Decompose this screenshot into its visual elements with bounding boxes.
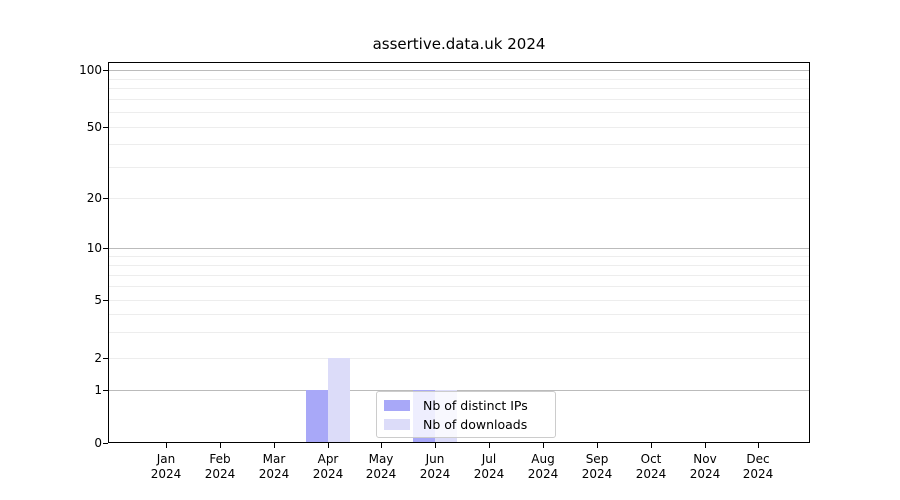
gridline-minor-80 bbox=[109, 88, 809, 89]
y-tick-label-2: 2 bbox=[94, 351, 102, 365]
x-tick-label-mar: Mar 2024 bbox=[244, 452, 304, 482]
x-tick-year-mar: 2024 bbox=[258, 467, 290, 481]
x-tick-label-oct: Oct 2024 bbox=[621, 452, 681, 482]
x-tick-jan bbox=[166, 443, 167, 448]
x-tick-label-jan: Jan 2024 bbox=[136, 452, 196, 482]
y-tick-20 bbox=[103, 198, 108, 199]
y-tick-label-100: 100 bbox=[79, 63, 102, 77]
x-tick-feb bbox=[220, 443, 221, 448]
gridline-y-1 bbox=[109, 390, 809, 391]
x-tick-month-feb: Feb bbox=[209, 452, 231, 466]
y-tick-label-1: 1 bbox=[94, 383, 102, 397]
gridline-minor-70 bbox=[109, 99, 809, 100]
x-tick-month-may: May bbox=[368, 452, 394, 466]
gridline-y-100 bbox=[109, 70, 809, 71]
x-tick-year-nov: 2024 bbox=[689, 467, 721, 481]
x-tick-year-jan: 2024 bbox=[150, 467, 182, 481]
x-tick-year-may: 2024 bbox=[365, 467, 397, 481]
x-tick-sep bbox=[597, 443, 598, 448]
y-tick-2 bbox=[103, 358, 108, 359]
x-tick-nov bbox=[705, 443, 706, 448]
legend-label-distinct-ips: Nb of distinct IPs bbox=[423, 397, 528, 413]
x-tick-month-aug: Aug bbox=[531, 452, 555, 466]
gridline-y-2 bbox=[109, 358, 809, 359]
legend-row-downloads: Nb of downloads bbox=[384, 416, 545, 432]
x-tick-month-jun: Jun bbox=[425, 452, 445, 466]
bar-nb-of-distinct-ips-apr bbox=[306, 390, 328, 442]
plot-area bbox=[108, 62, 810, 443]
gridline-minor-30 bbox=[109, 167, 809, 168]
y-tick-label-50: 50 bbox=[86, 120, 102, 134]
x-tick-month-dec: Dec bbox=[746, 452, 770, 466]
gridline-y-20 bbox=[109, 198, 809, 199]
x-tick-jun bbox=[435, 443, 436, 448]
x-tick-label-dec: Dec 2024 bbox=[728, 452, 788, 482]
x-tick-label-apr: Apr 2024 bbox=[298, 452, 358, 482]
y-tick-1 bbox=[103, 390, 108, 391]
legend-swatch-distinct-ips bbox=[384, 399, 410, 411]
y-tick-0 bbox=[103, 443, 108, 444]
x-tick-year-jul: 2024 bbox=[473, 467, 505, 481]
x-tick-month-jan: Jan bbox=[156, 452, 176, 466]
x-tick-month-jul: Jul bbox=[481, 452, 497, 466]
x-tick-month-apr: Apr bbox=[317, 452, 339, 466]
x-tick-year-apr: 2024 bbox=[312, 467, 344, 481]
x-tick-oct bbox=[651, 443, 652, 448]
gridline-y-5 bbox=[109, 300, 809, 301]
y-tick-10 bbox=[103, 248, 108, 249]
x-tick-jul bbox=[489, 443, 490, 448]
y-tick-100 bbox=[103, 70, 108, 71]
x-tick-may bbox=[381, 443, 382, 448]
x-tick-year-dec: 2024 bbox=[742, 467, 774, 481]
bar-nb-of-downloads-apr bbox=[328, 358, 350, 442]
x-tick-label-jul: Jul 2024 bbox=[459, 452, 519, 482]
legend-label-downloads: Nb of downloads bbox=[423, 416, 528, 432]
legend-row-distinct-ips: Nb of distinct IPs bbox=[384, 397, 545, 413]
y-tick-label-5: 5 bbox=[94, 293, 102, 307]
x-tick-year-aug: 2024 bbox=[527, 467, 559, 481]
x-tick-month-sep: Sep bbox=[585, 452, 609, 466]
y-tick-50 bbox=[103, 127, 108, 128]
x-tick-month-mar: Mar bbox=[262, 452, 286, 466]
gridline-minor-4 bbox=[109, 314, 809, 315]
y-tick-label-10: 10 bbox=[86, 241, 102, 255]
chart-title: assertive.data.uk 2024 bbox=[372, 35, 546, 53]
legend-swatch-downloads bbox=[384, 418, 410, 430]
x-tick-month-nov: Nov bbox=[693, 452, 717, 466]
x-tick-label-sep: Sep 2024 bbox=[567, 452, 627, 482]
x-tick-year-feb: 2024 bbox=[204, 467, 236, 481]
x-tick-apr bbox=[328, 443, 329, 448]
y-tick-label-0: 0 bbox=[94, 436, 102, 450]
legend: Nb of distinct IPs Nb of downloads bbox=[376, 391, 556, 438]
gridline-minor-7 bbox=[109, 275, 809, 276]
gridline-minor-3 bbox=[109, 332, 809, 333]
x-tick-label-may: May 2024 bbox=[351, 452, 411, 482]
x-tick-label-aug: Aug 2024 bbox=[513, 452, 573, 482]
gridline-minor-9 bbox=[109, 256, 809, 257]
x-tick-label-nov: Nov 2024 bbox=[675, 452, 735, 482]
x-tick-month-oct: Oct bbox=[640, 452, 662, 466]
x-tick-dec bbox=[758, 443, 759, 448]
gridline-minor-60 bbox=[109, 112, 809, 113]
x-tick-label-jun: Jun 2024 bbox=[405, 452, 465, 482]
gridline-minor-90 bbox=[109, 79, 809, 80]
gridline-y-50 bbox=[109, 127, 809, 128]
y-tick-label-20: 20 bbox=[86, 191, 102, 205]
gridline-minor-40 bbox=[109, 144, 809, 145]
x-tick-year-sep: 2024 bbox=[581, 467, 613, 481]
x-tick-label-feb: Feb 2024 bbox=[190, 452, 250, 482]
gridline-minor-6 bbox=[109, 286, 809, 287]
x-tick-year-oct: 2024 bbox=[635, 467, 667, 481]
x-tick-year-jun: 2024 bbox=[419, 467, 451, 481]
x-tick-aug bbox=[543, 443, 544, 448]
x-tick-mar bbox=[274, 443, 275, 448]
gridline-y-10 bbox=[109, 248, 809, 249]
gridline-minor-8 bbox=[109, 265, 809, 266]
y-tick-5 bbox=[103, 300, 108, 301]
